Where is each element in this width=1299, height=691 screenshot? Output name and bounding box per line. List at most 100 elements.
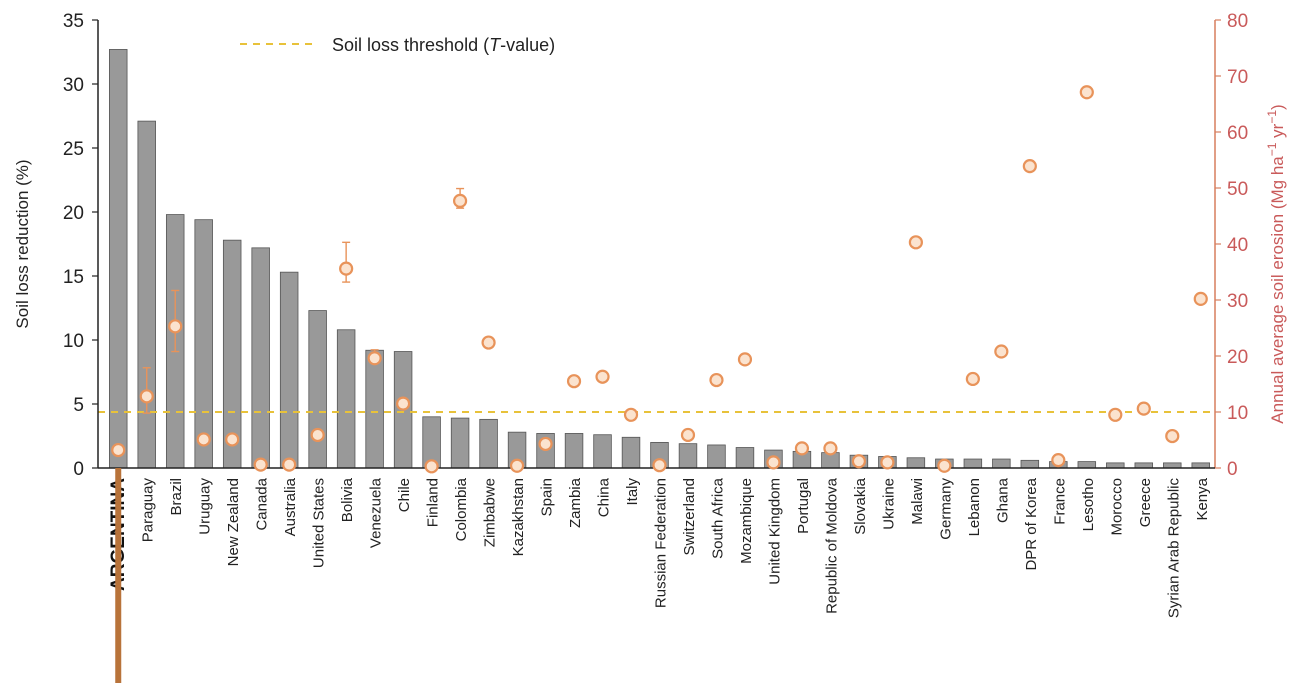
right-tick-label-1: 10	[1227, 403, 1248, 424]
right-tick-label-0: 0	[1227, 459, 1238, 480]
erosion-marker-36	[1136, 401, 1151, 416]
bar-5	[251, 247, 270, 469]
bar-20	[678, 443, 698, 469]
erosion-marker-15	[538, 436, 553, 452]
category-label-19: Russian Federation	[653, 478, 670, 608]
left-tick-label-4: 20	[63, 203, 84, 224]
category-label-27: Ukraine	[880, 478, 897, 530]
erosion-marker-24	[794, 441, 810, 456]
category-label-11: Finland	[425, 478, 442, 527]
erosion-marker-3	[196, 432, 211, 447]
erosion-marker-18	[623, 407, 639, 422]
category-label-33: France	[1051, 478, 1068, 525]
category-label-22: Mozambique	[738, 478, 755, 564]
right-axis-title-sup: −1	[1265, 142, 1279, 156]
erosion-marker-11	[424, 459, 439, 474]
erosion-marker-12	[452, 193, 468, 208]
erosion-marker-26	[851, 454, 867, 469]
erosion-marker-0	[111, 442, 126, 458]
bar-8	[336, 329, 356, 469]
left-axis-title: Soil loss reduction (%)	[13, 159, 32, 328]
right-tick-label-8: 80	[1227, 11, 1248, 32]
erosion-marker-19	[652, 458, 667, 473]
category-label-30: Lebanon	[966, 478, 983, 536]
right-axis-title-part: )	[1268, 104, 1287, 110]
category-label-1: Paraguay	[140, 478, 157, 543]
right-tick-label-3: 30	[1227, 291, 1248, 312]
category-label-34: Lesotho	[1080, 478, 1097, 531]
erosion-marker-21	[709, 372, 724, 388]
erosion-marker-35	[1108, 407, 1123, 422]
bar-30	[963, 458, 983, 469]
category-label-16: Zambia	[567, 477, 584, 528]
erosion-marker-27	[880, 455, 895, 470]
erosion-marker-17	[595, 369, 610, 384]
category-label-32: DPR of Korea	[1023, 477, 1040, 570]
legend-text-part: Soil loss threshold (	[332, 35, 489, 55]
erosion-marker-29	[937, 458, 952, 473]
left-tick-label-3: 15	[63, 267, 84, 288]
erosion-marker-5	[253, 457, 268, 472]
category-label-9: Venezuela	[368, 477, 385, 548]
category-label-29: Germany	[937, 478, 954, 540]
erosion-marker-2	[168, 319, 183, 334]
category-label-14: Kazakhstan	[510, 478, 527, 556]
right-tick-label-2: 20	[1227, 347, 1248, 368]
erosion-marker-7	[310, 427, 325, 443]
erosion-marker-28	[908, 235, 923, 250]
category-label-37: Syrian Arab Republic	[1165, 478, 1182, 619]
right-tick-label-7: 70	[1227, 67, 1248, 88]
category-label-5: Canada	[254, 477, 271, 530]
right-tick-label-5: 50	[1227, 179, 1248, 200]
erosion-marker-34	[1079, 85, 1094, 100]
erosion-marker-20	[680, 427, 696, 443]
category-label-6: Australia	[282, 477, 299, 536]
bar-18	[621, 436, 641, 469]
category-label-21: South Africa	[709, 477, 726, 559]
erosion-marker-22	[737, 352, 753, 367]
category-label-10: Chile	[396, 478, 413, 512]
category-label-36: Greece	[1137, 478, 1154, 527]
left-tick-label-5: 25	[63, 139, 84, 160]
erosion-marker-25	[823, 441, 838, 456]
bar-35	[1106, 462, 1125, 469]
bar-13	[479, 418, 498, 469]
bar-6	[279, 271, 299, 469]
bar-12	[450, 417, 470, 469]
left-tick-label-7: 35	[63, 11, 84, 32]
highlight-strip	[115, 468, 122, 683]
erosion-marker-23	[766, 455, 781, 470]
category-label-23: United Kingdom	[766, 478, 783, 585]
legend-text-part: -value)	[500, 35, 555, 55]
category-label-13: Zimbabwe	[482, 478, 499, 547]
erosion-marker-13	[481, 335, 496, 350]
right-axis-title-part: yr	[1268, 123, 1287, 142]
bar-3	[194, 219, 213, 469]
category-label-28: Malawi	[909, 478, 926, 525]
erosion-marker-32	[1022, 159, 1037, 174]
erosion-marker-10	[396, 396, 411, 411]
erosion-marker-9	[367, 351, 382, 366]
category-label-17: China	[596, 477, 613, 517]
erosion-marker-31	[994, 344, 1009, 359]
category-label-8: Bolivia	[339, 477, 356, 522]
bar-1	[137, 120, 156, 469]
category-label-4: New Zealand	[225, 478, 242, 566]
bar-0	[109, 49, 128, 469]
category-label-12: Colombia	[453, 477, 470, 541]
bar-37	[1163, 462, 1182, 469]
legend-text-italic: T	[489, 35, 502, 55]
erosion-marker-16	[566, 374, 582, 389]
right-axis-title-sup: −1	[1265, 110, 1279, 124]
bar-28	[906, 457, 926, 469]
category-label-2: Brazil	[168, 478, 185, 516]
category-label-25: Republic of Moldova	[823, 477, 840, 614]
erosion-marker-6	[282, 457, 297, 472]
bar-9	[365, 349, 384, 469]
left-tick-label-1: 5	[73, 395, 84, 416]
erosion-marker-30	[965, 371, 980, 387]
bar-38	[1191, 462, 1210, 469]
erosion-marker-38	[1193, 291, 1208, 306]
bar-16	[564, 433, 584, 469]
